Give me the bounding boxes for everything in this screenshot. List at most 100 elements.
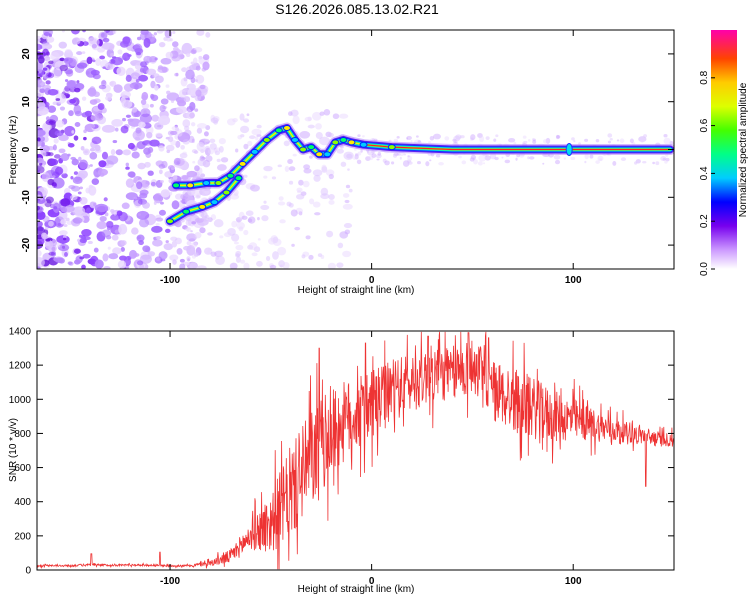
noise-blob [159,104,166,112]
noise-blob [197,158,207,167]
noise-blob [60,239,66,245]
colorbar-tick-label: 0.8 [699,70,710,84]
noise-blob [144,161,151,168]
noise-blob [137,162,146,170]
noise-blob [109,45,115,51]
noise-blob [161,120,166,125]
y-tick-label: 200 [14,531,31,542]
noise-blob [106,155,119,165]
noise-blob [61,30,65,33]
noise-blob [45,72,55,79]
noise-blob [312,169,323,177]
noise-blob [112,140,118,144]
noise-blob [660,156,667,162]
noise-blob [164,228,171,234]
colorbar: 0.0 0.2 0.4 0.6 0.8 Normalized spectral ampl… [699,30,749,276]
noise-blob [99,55,106,60]
noise-blob [214,150,221,156]
colorbar-tick-label: 0.0 [699,262,710,276]
noise-blob [220,157,229,163]
noise-blob [110,209,115,213]
noise-blob [155,217,164,222]
ridge-peak [331,139,340,146]
noise-blob [70,175,74,180]
colorbar-ticks: 0.0 0.2 0.4 0.6 0.8 [699,70,715,276]
noise-blob [195,195,201,199]
noise-blob [123,83,134,92]
snr-y-label: SNR (10 * v/v) [8,418,19,482]
noise-blob [483,162,486,165]
noise-blob [425,161,430,167]
noise-blob [231,220,238,228]
noise-blob [196,30,205,36]
noise-blob [375,154,382,159]
noise-blob [52,175,56,178]
noise-blob [166,90,171,95]
noise-blob [152,239,163,247]
noise-blob [376,158,380,161]
noise-blob [136,36,142,41]
noise-blob [144,56,148,60]
noise-blob [182,119,191,128]
noise-blob [140,179,150,188]
noise-blob [131,151,140,159]
noise-blob [589,154,594,159]
noise-blob [257,216,260,221]
noise-blob [208,248,212,251]
noise-blob [545,137,551,144]
spectrogram-ridge [164,122,674,227]
spectrogram-y-ticks: -20 -10 0 10 20 [21,29,674,270]
noise-blob [79,197,88,205]
noise-blob [186,227,192,232]
noise-blob [65,217,70,222]
y-tick-label: 1400 [9,327,32,338]
noise-blob [438,161,444,166]
noise-blob [157,65,163,70]
noise-blob [102,253,109,262]
noise-blob [154,85,159,91]
noise-blob [141,91,149,101]
noise-blob [308,155,313,159]
noise-blob [190,122,196,127]
noise-blob [109,80,117,87]
noise-blob [367,150,369,154]
noise-blob [127,142,135,150]
noise-blob [616,139,620,142]
noise-blob [371,150,376,154]
noise-blob [435,154,441,158]
noise-blob [640,139,644,143]
noise-blob [59,106,66,111]
noise-blob [200,148,205,153]
noise-blob [189,112,195,119]
noise-blob [55,257,64,264]
noise-blob [89,151,98,160]
noise-blob [110,149,116,156]
noise-blob [117,49,123,55]
spectrogram-noise-blobs [37,30,674,269]
noise-blob [160,57,172,65]
ridge-peak [250,148,259,155]
noise-blob [243,174,248,178]
noise-blob [160,98,169,105]
noise-blob [52,144,57,151]
noise-blob [315,132,323,140]
noise-blob [407,155,413,162]
noise-blob [288,111,293,117]
noise-blob [83,136,87,141]
noise-blob [81,212,88,217]
noise-blob [116,66,126,76]
ridge-peak [182,208,191,215]
noise-blob [393,152,399,156]
noise-blob [410,139,413,143]
noise-blob [131,62,136,67]
noise-blob [111,119,123,127]
noise-blob [563,157,567,160]
noise-blob [403,153,407,156]
noise-blob [294,226,301,231]
noise-blob [105,62,116,70]
noise-blob [542,139,548,144]
noise-blob [328,132,334,138]
noise-blob [123,102,128,108]
ridge-peak [172,182,181,189]
